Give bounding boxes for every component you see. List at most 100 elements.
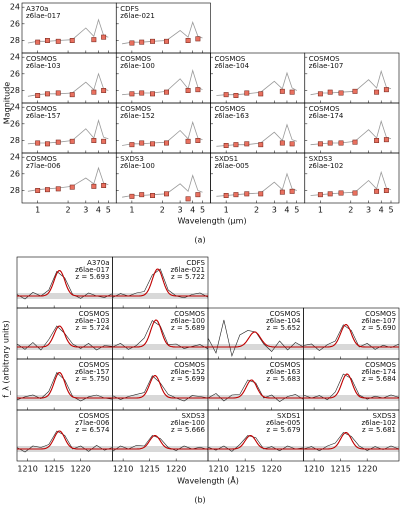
x-tick-label: 4 — [379, 206, 384, 215]
photometry-point — [195, 87, 201, 93]
y-tick-label: 28 — [10, 186, 20, 195]
line-fit — [112, 375, 208, 399]
photometry-point — [35, 39, 41, 45]
x-tick-label: 1215 — [139, 465, 159, 474]
panel-field: SXDS3 — [181, 412, 205, 420]
spectrum — [207, 435, 304, 452]
panel-id: z6lae-100 — [170, 419, 205, 427]
panel-id: z6lae-100 — [170, 317, 205, 325]
photometry-point — [55, 186, 61, 192]
panel-redshift: z = 5.652 — [266, 324, 300, 332]
panel-redshift: z = 5.666 — [171, 426, 206, 434]
photometry-point — [195, 192, 201, 198]
panel-field: SXDS1 — [215, 155, 239, 163]
panel-field: COSMOS — [215, 55, 246, 63]
panel-redshift: z = 5.681 — [362, 426, 396, 434]
line-fit — [112, 319, 208, 348]
panel-redshift: z = 5.689 — [171, 324, 205, 332]
model-sed — [310, 69, 392, 96]
panel-field: COSMOS — [215, 105, 246, 113]
panel-field: A370a — [26, 5, 48, 13]
x-tick-label: 1210 — [208, 465, 228, 474]
photometry-point — [129, 40, 135, 46]
y-tick-label: 26 — [10, 119, 20, 128]
photometry-point — [338, 90, 344, 96]
photometry-point — [91, 138, 97, 143]
panel-field: SXDS1 — [277, 412, 301, 420]
photometry-point — [69, 92, 75, 98]
photometry-point — [101, 138, 107, 144]
line-fit — [208, 435, 304, 450]
photometry-point — [352, 190, 358, 196]
x-tick-label: 1215 — [44, 465, 64, 474]
panel-field: COSMOS — [79, 361, 110, 369]
photometry-point — [129, 91, 135, 97]
panel-id: z6lae-005 — [266, 419, 301, 427]
model-sed — [27, 119, 109, 145]
panel-field: COSMOS — [365, 310, 396, 318]
model-sed — [122, 20, 203, 45]
photometry-point — [352, 139, 358, 145]
photometry-point — [44, 141, 50, 147]
x-tick-label: 1 — [35, 206, 40, 215]
line-fit — [17, 325, 113, 348]
x-tick-label: 1220 — [70, 465, 90, 474]
y-tick-label: 24 — [10, 53, 20, 62]
panel-id: z6lae-104 — [266, 317, 301, 325]
photometry-point — [185, 138, 191, 144]
panel-id: z6lae-021 — [120, 12, 155, 20]
photometry-point — [233, 142, 239, 148]
line-fit — [17, 270, 113, 297]
panel-id: z6lae-174 — [309, 112, 344, 120]
y-tick-label: 24 — [10, 153, 20, 162]
noise-band — [303, 395, 399, 401]
panel-id: z6lae-100 — [120, 162, 155, 170]
photometry-point — [223, 193, 229, 198]
photometry-point — [244, 141, 250, 147]
model-sed — [310, 170, 392, 196]
photometry-point — [44, 38, 50, 43]
panel-field: COSMOS — [120, 105, 151, 113]
panel-redshift: z = 5.699 — [171, 375, 205, 383]
x-tick-label: 5 — [294, 206, 299, 215]
panel-field: COSMOS — [26, 155, 57, 163]
panel-field: COSMOS — [270, 310, 301, 318]
panel-field: SXDS3 — [372, 412, 396, 420]
model-sed — [310, 119, 392, 146]
photometry-point — [69, 138, 75, 144]
x-tick-label: 3 — [272, 206, 277, 215]
panel-id: z6lae-157 — [26, 112, 61, 120]
photometry-point — [101, 34, 107, 40]
photometry-point — [338, 190, 344, 196]
line-fit — [303, 373, 399, 399]
photometry-point — [139, 140, 145, 146]
photometry-point — [185, 196, 191, 202]
x-tick-label: 3 — [178, 206, 183, 215]
panel-id: z6lae-174 — [361, 368, 396, 376]
line-fit — [208, 379, 304, 399]
x-tick-label: 1210 — [113, 465, 133, 474]
model-sed — [216, 123, 297, 147]
panel-redshift: z = 5.722 — [171, 273, 205, 281]
photometry-point — [317, 192, 323, 198]
line-fit — [17, 430, 113, 450]
panel-field: COSMOS — [79, 412, 110, 420]
model-sed — [122, 69, 203, 96]
panel-id: z7lae-006 — [26, 162, 61, 170]
photometry-point — [258, 142, 264, 148]
noise-band — [17, 395, 113, 401]
panel-field: COSMOS — [309, 55, 340, 63]
photometry-point — [55, 38, 61, 44]
y-axis-label-b: f_λ (arbitrary units) — [2, 320, 11, 397]
x-tick-label: 2 — [66, 206, 71, 215]
photometry-point — [233, 93, 239, 98]
photometry-point — [289, 89, 295, 95]
photometry-point — [150, 91, 155, 97]
photometry-point — [279, 88, 285, 94]
panel-frame — [304, 152, 400, 204]
photometry-point — [91, 37, 97, 43]
panel-field: CDFS — [120, 5, 139, 13]
panel-field: COSMOS — [309, 105, 340, 113]
caption-a: (a) — [194, 236, 205, 245]
